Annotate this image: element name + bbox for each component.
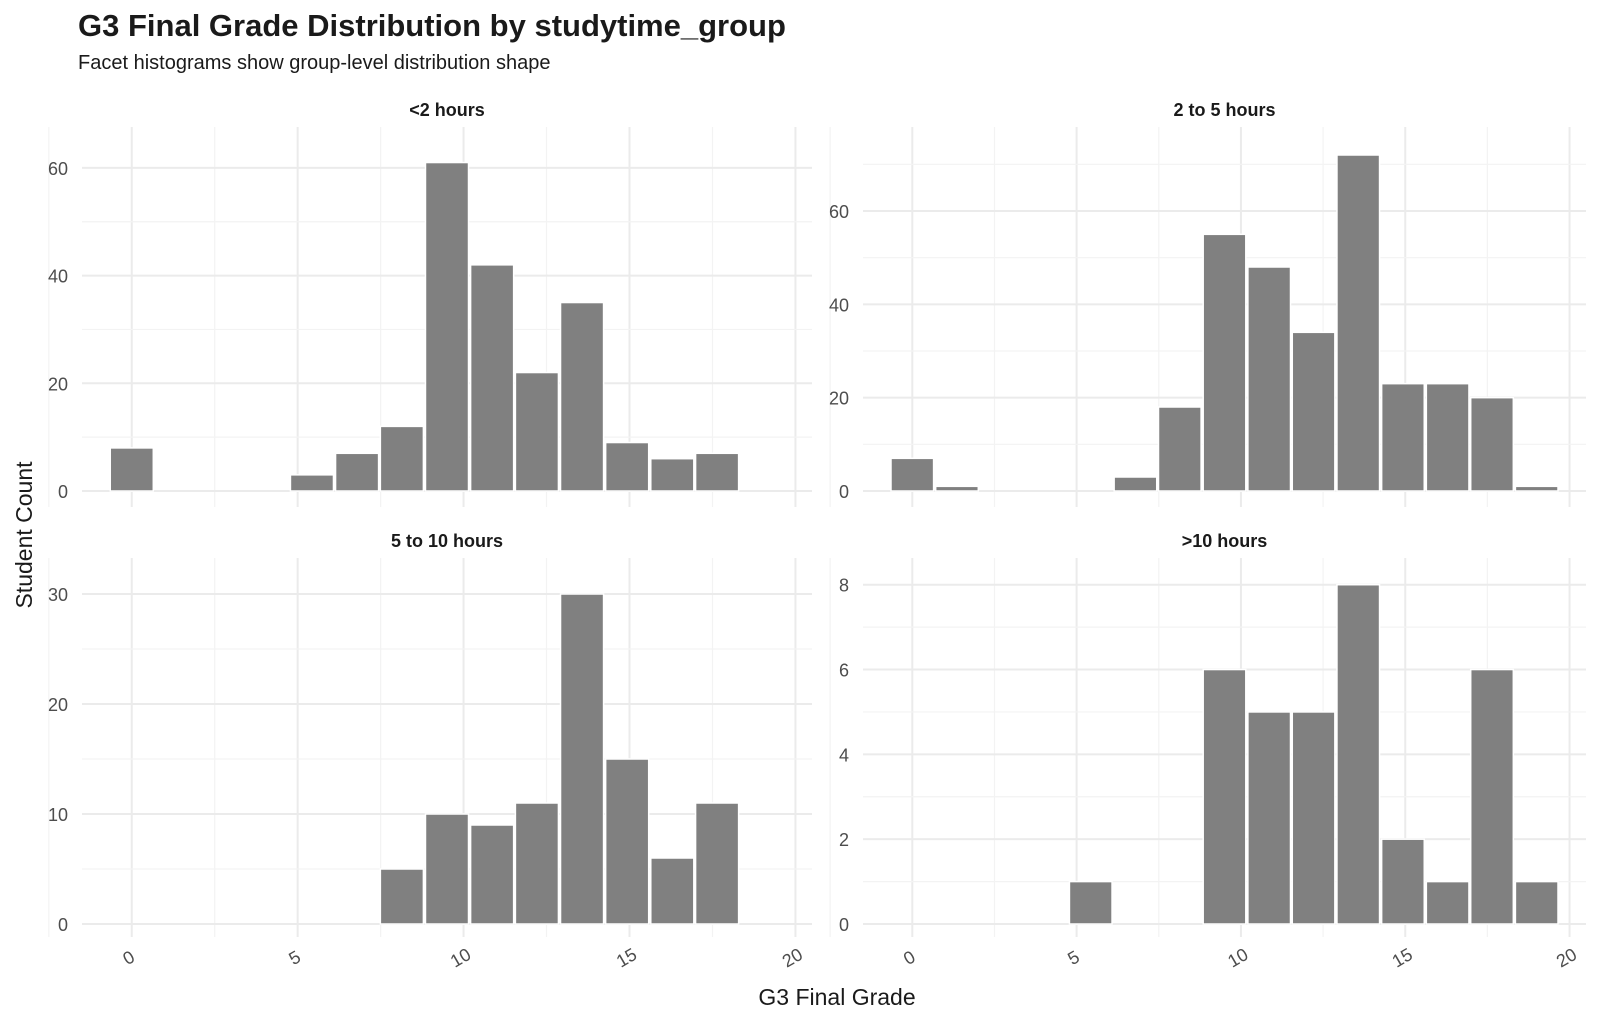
histogram-bar [1380,838,1425,925]
histogram-bar [1380,382,1425,492]
histogram-bar [379,868,425,925]
histogram-bar [1469,396,1515,492]
histogram-bar [604,758,650,925]
histogram-bar [514,371,560,492]
histogram-bar [1469,668,1515,925]
histogram-bar [1113,476,1158,492]
facet-strip-label: 2 to 5 hours [1173,100,1275,120]
y-tick-label: 20 [48,695,68,715]
y-tick-label: 0 [58,915,68,935]
facet-panel: 0 20 40 60 2 to 5 hours [829,100,1586,507]
histogram-bar [1247,711,1292,925]
histogram-bar [1336,583,1381,925]
histogram-bar [469,824,515,925]
y-tick-label: 0 [839,482,849,502]
histogram-bar [424,161,470,492]
histogram-bar [1514,485,1559,492]
histogram-bar [334,452,380,492]
y-tick-label: 6 [839,661,849,681]
y-tick-label: 60 [829,202,849,222]
histogram-bar [1514,880,1559,925]
histogram-bar [694,452,740,492]
histogram-bar [604,441,650,492]
histogram-bar [289,474,335,492]
x-tick-label: 15 [613,944,640,971]
histogram-bar [559,593,605,925]
x-axis-label: G3 Final Grade [758,984,915,1010]
y-tick-label: 40 [48,267,68,287]
chart-subtitle: Facet histograms show group-level distri… [78,52,551,74]
histogram-bar [650,857,695,925]
y-tick-label: 2 [839,830,849,850]
y-tick-label: 0 [839,915,849,935]
facet-strip-label: >10 hours [1182,531,1268,551]
facet-panel: 0 10 20 30 0 5 10 15 20 5 to 10 hours [48,531,812,971]
histogram-bar [1202,668,1247,925]
histogram-bar [650,457,695,492]
y-axis-label: Student Count [11,461,37,609]
histogram-bar [559,301,605,492]
y-tick-label: 60 [48,159,68,179]
y-tick-label: 0 [58,482,68,502]
histogram-bar [694,802,740,925]
x-tick-label: 20 [1553,944,1580,971]
x-tick-label: 5 [285,947,304,969]
y-tick-label: 30 [48,585,68,605]
histogram-bar [1425,382,1470,492]
x-tick-label: 10 [447,944,474,971]
x-tick-label: 0 [900,947,919,969]
x-tick-label: 0 [119,947,138,969]
facet-strip-label: <2 hours [409,100,485,120]
histogram-bar [934,485,980,492]
histogram-bar [1336,154,1381,492]
facet-panel: 0 20 40 60 <2 hours [48,100,812,507]
histogram-bar [1247,266,1292,492]
histogram-bar [469,264,515,492]
histogram-bar [1202,233,1247,492]
facet-panel: 0 2 4 6 8 0 5 10 15 20 >10 hours [829,531,1586,971]
y-tick-label: 4 [839,745,849,765]
y-tick-label: 20 [829,389,849,409]
histogram-bar [1425,880,1470,925]
facet-strip-label: 5 to 10 hours [391,531,503,551]
histogram-bar [890,457,935,492]
chart-title: G3 Final Grade Distribution by studytime… [78,8,786,43]
histogram-bar [424,813,470,925]
histogram-bar [1291,331,1336,492]
x-tick-label: 20 [779,944,806,971]
histogram-bar [379,425,425,492]
histogram-bar [1068,880,1113,925]
histogram-bar [1157,406,1202,492]
y-tick-label: 8 [839,576,849,596]
x-tick-label: 5 [1064,947,1083,969]
y-tick-label: 40 [829,295,849,315]
histogram-bar [1291,711,1336,925]
histogram-bar [109,447,155,492]
x-tick-label: 10 [1224,944,1251,971]
y-tick-label: 10 [48,805,68,825]
y-tick-label: 20 [48,374,68,394]
x-tick-label: 15 [1389,944,1416,971]
histogram-bar [514,802,560,925]
